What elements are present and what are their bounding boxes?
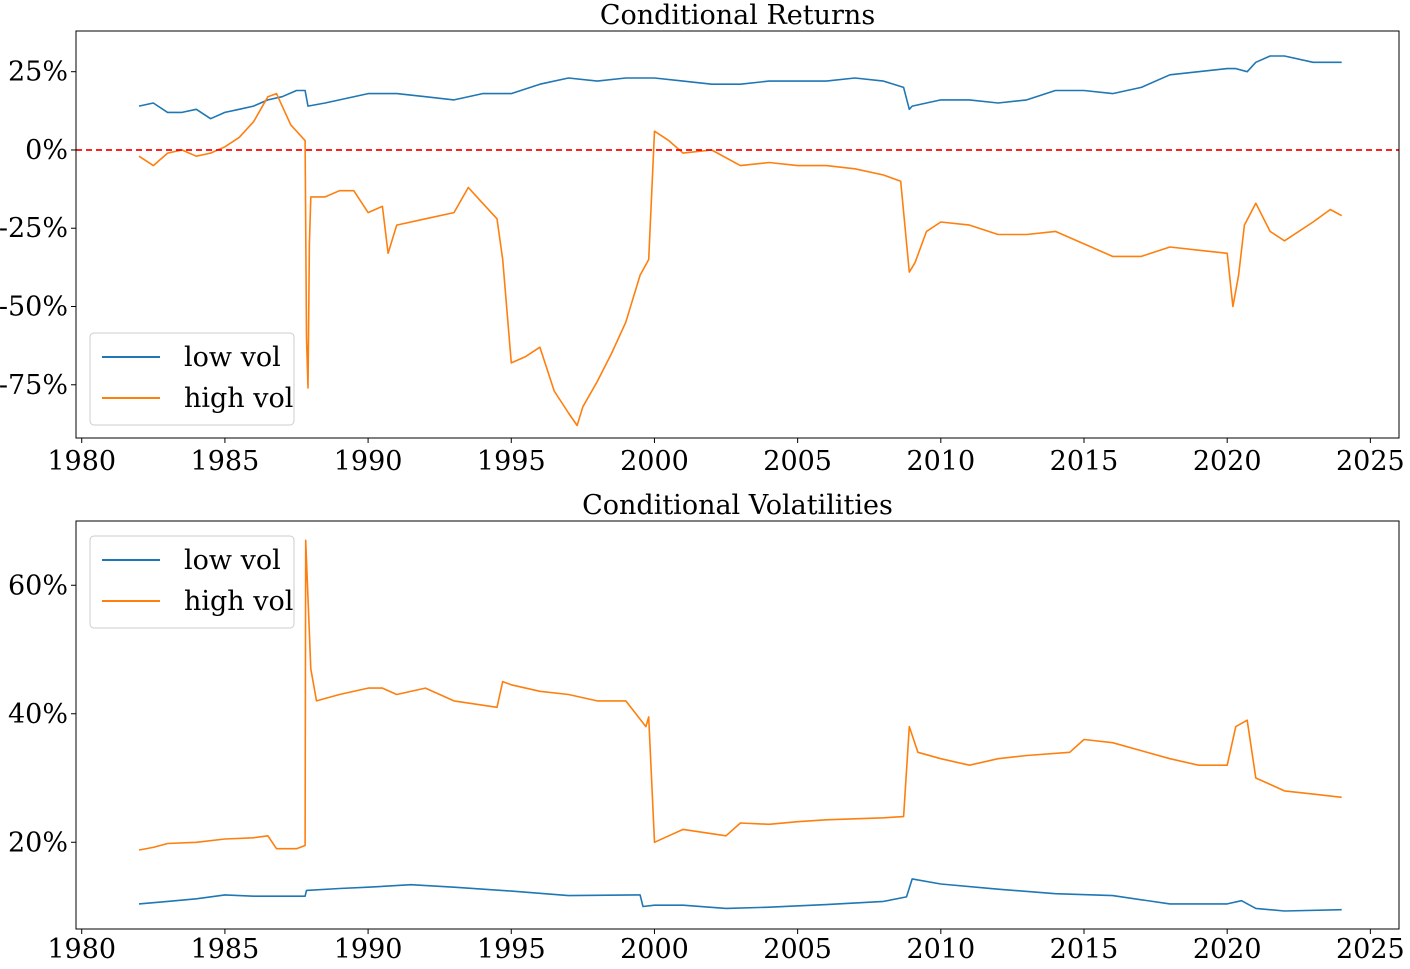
- x-tick-label: 1985: [191, 934, 260, 965]
- legend: low vol high vol: [89, 535, 295, 629]
- x-tick-label: 2025: [1336, 446, 1405, 477]
- x-tick-label: 2020: [1193, 446, 1262, 477]
- x-tick-label: 2005: [763, 934, 832, 965]
- y-tick-label: 20%: [8, 827, 68, 858]
- y-tick-label: -25%: [0, 213, 68, 244]
- x-tick-label: 1985: [191, 446, 260, 477]
- legend: low vol high vol: [89, 332, 295, 426]
- series-line-high-vol: [138, 539, 1342, 851]
- legend-label: low vol: [184, 545, 281, 576]
- x-tick-label: 2015: [1050, 934, 1119, 965]
- series-line-low-vol: [138, 55, 1342, 120]
- x-tick-label: 1990: [334, 934, 403, 965]
- legend-label: high vol: [184, 586, 293, 617]
- y-tick-label: 40%: [8, 699, 68, 730]
- x-tick-label: 1995: [477, 446, 546, 477]
- x-tick-label: 2010: [906, 934, 975, 965]
- x-tick-label: 2015: [1050, 446, 1119, 477]
- chart-panel-2: Conditional Volatilities 1980 1985 1990 1995…: [8, 490, 1405, 965]
- x-tick-label: 2005: [763, 446, 832, 477]
- y-tick-label: -75%: [0, 370, 68, 401]
- x-tick-label: 1980: [47, 934, 116, 965]
- x-tick-label: 2000: [620, 934, 689, 965]
- chart-title: Conditional Returns: [600, 0, 875, 31]
- y-tick-label: 60%: [8, 570, 68, 601]
- x-tick-label: 1980: [47, 446, 116, 477]
- x-tick-label: 1990: [334, 446, 403, 477]
- x-tick-label: 2010: [906, 446, 975, 477]
- legend-label: low vol: [184, 342, 281, 373]
- series-line-high-vol: [138, 92, 1343, 427]
- x-tick-label: 1995: [477, 934, 546, 965]
- series-line-low-vol: [138, 878, 1342, 912]
- y-tick-label: -50%: [0, 292, 68, 323]
- x-tick-label: 2000: [620, 446, 689, 477]
- chart-panel-1: Conditional Returns 1980 1985 1990 1995 2000 2…: [0, 0, 1405, 477]
- legend-label: high vol: [184, 383, 293, 414]
- x-tick-label: 2025: [1336, 934, 1405, 965]
- x-tick-label: 2020: [1193, 934, 1262, 965]
- y-tick-label: 0%: [25, 135, 68, 166]
- plot-area-frame: [75, 30, 1400, 439]
- plot-area-frame: [75, 520, 1400, 930]
- chart-title: Conditional Volatilities: [582, 490, 893, 521]
- y-tick-label: 25%: [8, 57, 68, 88]
